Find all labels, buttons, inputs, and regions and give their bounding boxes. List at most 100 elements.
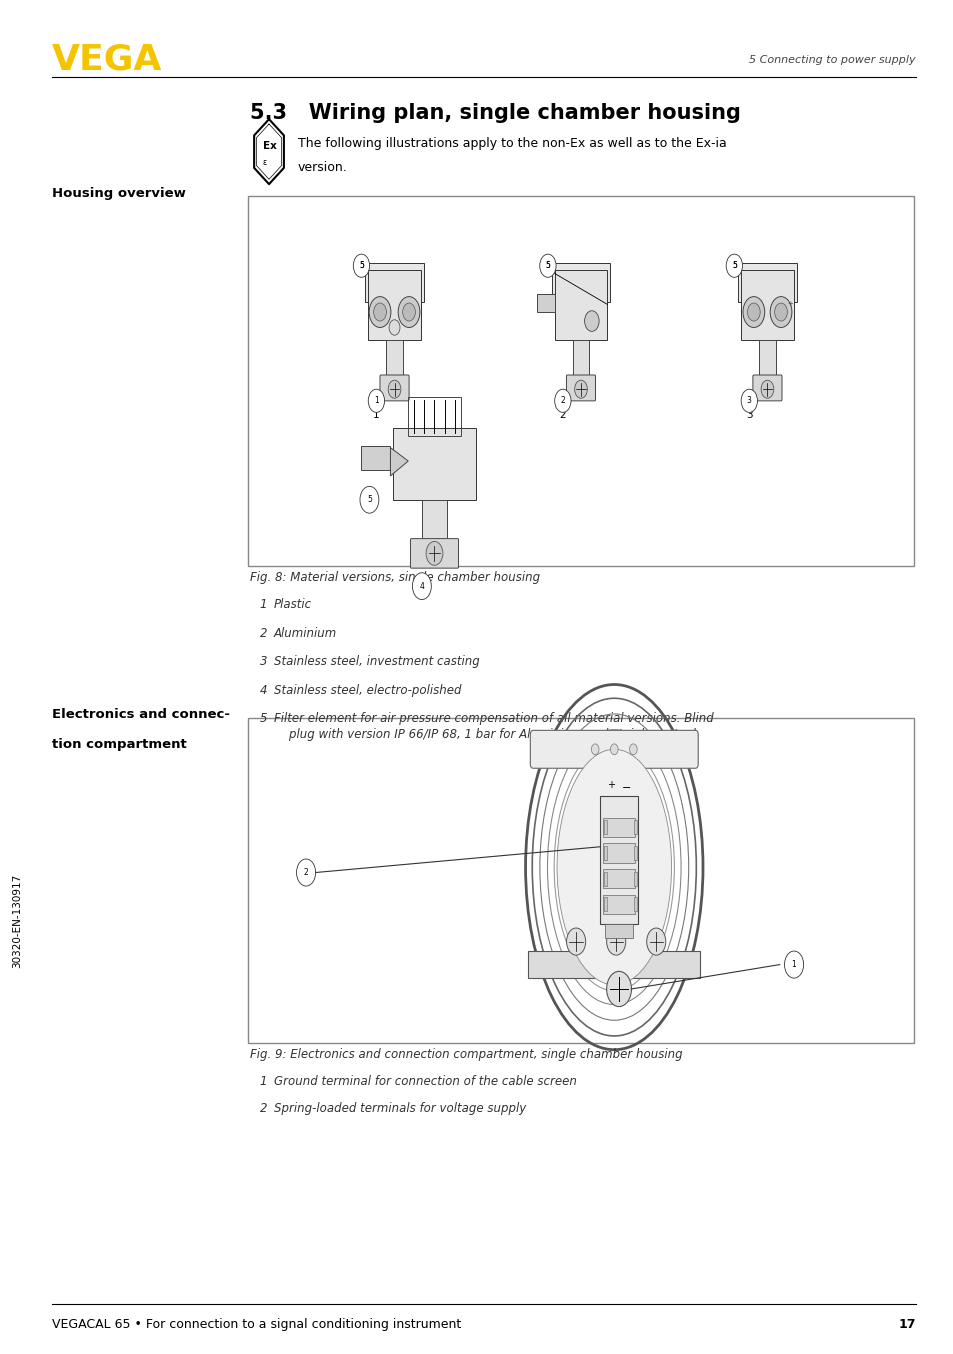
Text: 3: 3	[745, 410, 752, 420]
Circle shape	[426, 542, 442, 566]
Text: Housing overview: Housing overview	[51, 187, 185, 200]
Circle shape	[725, 255, 741, 278]
Circle shape	[353, 255, 369, 278]
Bar	[392, 428, 476, 500]
Circle shape	[760, 380, 773, 398]
Text: 3: 3	[746, 397, 751, 405]
Circle shape	[389, 320, 399, 336]
Circle shape	[606, 971, 631, 1006]
Text: Ex: Ex	[263, 141, 276, 152]
Circle shape	[574, 380, 587, 398]
Text: 1: 1	[373, 410, 379, 420]
Bar	[248, 718, 913, 1043]
Text: 5: 5	[259, 712, 267, 726]
Text: Fig. 9: Electronics and connection compartment, single chamber housing: Fig. 9: Electronics and connection compa…	[250, 1048, 681, 1062]
Text: Aluminium: Aluminium	[274, 627, 336, 640]
Circle shape	[606, 927, 625, 955]
Bar	[528, 951, 700, 978]
Bar	[360, 447, 390, 470]
Text: 2: 2	[303, 868, 308, 877]
Text: Fig. 8: Material versions, single chamber housing: Fig. 8: Material versions, single chambe…	[250, 571, 539, 585]
Circle shape	[296, 858, 315, 886]
Bar	[408, 397, 460, 436]
Bar	[554, 269, 607, 340]
Circle shape	[629, 743, 637, 754]
Bar	[634, 821, 637, 834]
Circle shape	[774, 303, 786, 321]
Circle shape	[402, 303, 415, 321]
Bar	[536, 294, 554, 311]
Bar	[248, 196, 913, 566]
Bar	[602, 844, 635, 862]
Bar	[740, 269, 793, 340]
Bar	[603, 846, 606, 860]
Text: Filter element for air pressure compensation of all material versions. Blind
   : Filter element for air pressure compensa…	[274, 712, 713, 741]
Circle shape	[783, 951, 802, 978]
Circle shape	[539, 255, 556, 278]
Circle shape	[747, 303, 760, 321]
Bar	[602, 869, 635, 888]
Text: 2: 2	[559, 410, 565, 420]
Bar	[368, 269, 420, 340]
Circle shape	[610, 743, 618, 754]
Bar	[634, 846, 637, 860]
Circle shape	[566, 927, 585, 955]
Bar	[603, 872, 606, 886]
Text: 5.3   Wiring plan, single chamber housing: 5.3 Wiring plan, single chamber housing	[250, 103, 740, 123]
Ellipse shape	[557, 749, 671, 984]
Text: version.: version.	[297, 161, 347, 175]
Text: 4: 4	[419, 582, 424, 590]
FancyBboxPatch shape	[752, 375, 781, 401]
Bar	[386, 340, 402, 376]
Text: Spring-loaded terminals for voltage supply: Spring-loaded terminals for voltage supp…	[274, 1102, 525, 1116]
Bar	[738, 263, 796, 302]
Text: +: +	[607, 780, 615, 789]
Bar	[605, 925, 632, 938]
Text: +: +	[786, 302, 792, 307]
Text: 1: 1	[791, 960, 796, 969]
Circle shape	[742, 297, 764, 328]
Bar	[759, 340, 775, 376]
Text: Stainless steel, investment casting: Stainless steel, investment casting	[274, 655, 479, 669]
Circle shape	[368, 389, 384, 413]
Bar	[603, 898, 606, 911]
Text: 2: 2	[560, 397, 564, 405]
Circle shape	[646, 927, 665, 955]
Text: 1: 1	[259, 1075, 267, 1089]
Text: ε: ε	[262, 158, 266, 167]
Bar	[551, 263, 610, 302]
Text: 30320-EN-130917: 30320-EN-130917	[12, 873, 22, 968]
Bar	[599, 796, 638, 925]
Text: 3: 3	[259, 655, 267, 669]
Text: 2: 2	[259, 627, 267, 640]
Circle shape	[740, 389, 757, 413]
Text: VEGA: VEGA	[51, 42, 162, 77]
Text: 2: 2	[259, 1102, 267, 1116]
Bar	[365, 263, 423, 302]
Circle shape	[412, 573, 431, 600]
FancyBboxPatch shape	[379, 375, 409, 401]
Circle shape	[374, 303, 386, 321]
Text: VEGACAL 65 • For connection to a signal conditioning instrument: VEGACAL 65 • For connection to a signal …	[51, 1317, 460, 1331]
Text: 17: 17	[898, 1317, 915, 1331]
Text: 5: 5	[358, 261, 363, 271]
Text: The following illustrations apply to the non-Ex as well as to the Ex-ia: The following illustrations apply to the…	[297, 137, 725, 150]
Circle shape	[591, 743, 598, 754]
FancyBboxPatch shape	[530, 730, 698, 768]
Circle shape	[769, 297, 791, 328]
Bar	[602, 895, 635, 914]
Text: tion compartment: tion compartment	[51, 738, 186, 751]
Circle shape	[554, 389, 571, 413]
Circle shape	[397, 297, 419, 328]
Text: 5 Connecting to power supply: 5 Connecting to power supply	[748, 54, 915, 65]
Text: Ground terminal for connection of the cable screen: Ground terminal for connection of the ca…	[274, 1075, 576, 1089]
Text: 5: 5	[545, 261, 550, 271]
Bar	[572, 340, 589, 376]
Polygon shape	[390, 448, 408, 477]
Text: 5: 5	[731, 261, 736, 271]
Bar	[602, 818, 635, 837]
Circle shape	[388, 380, 400, 398]
Bar	[634, 872, 637, 886]
Text: 5: 5	[367, 496, 372, 504]
FancyBboxPatch shape	[566, 375, 595, 401]
